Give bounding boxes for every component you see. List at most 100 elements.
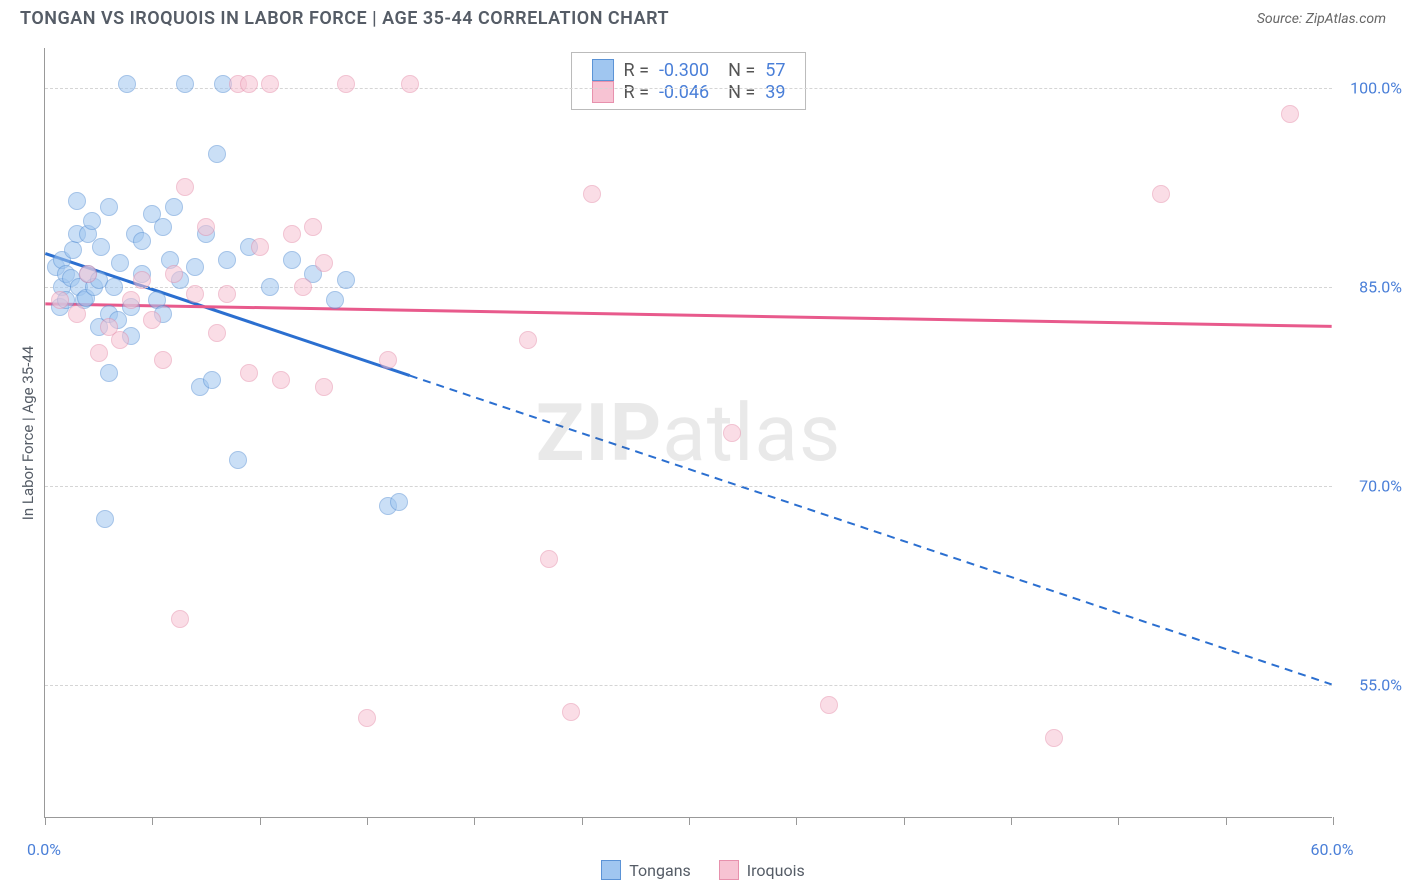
scatter-point xyxy=(519,331,537,349)
scatter-point xyxy=(83,212,101,230)
scatter-point xyxy=(208,145,226,163)
legend-row: R = -0.046 N = 39 xyxy=(592,81,786,103)
x-tick xyxy=(1226,817,1227,825)
scatter-point xyxy=(171,610,189,628)
scatter-point xyxy=(283,251,301,269)
scatter-point xyxy=(820,696,838,714)
scatter-point xyxy=(218,285,236,303)
scatter-point xyxy=(118,75,136,93)
scatter-point xyxy=(272,371,290,389)
y-tick-label: 55.0% xyxy=(1359,676,1402,695)
scatter-point xyxy=(100,198,118,216)
correlation-legend: R = -0.300 N = 57 R = -0.046 N = 39 xyxy=(571,52,807,110)
scatter-point xyxy=(143,311,161,329)
scatter-point xyxy=(79,265,97,283)
scatter-point xyxy=(51,291,69,309)
legend-r-label: R = xyxy=(624,82,649,103)
legend-n-value: 57 xyxy=(765,60,785,81)
scatter-point xyxy=(401,75,419,93)
legend-r-label: R = xyxy=(624,60,649,81)
scatter-point xyxy=(540,550,558,568)
scatter-point xyxy=(240,75,258,93)
scatter-point xyxy=(358,709,376,727)
x-tick xyxy=(582,817,583,825)
scatter-point xyxy=(90,344,108,362)
legend-swatch xyxy=(592,81,614,103)
series-legend-item: Tongans xyxy=(601,860,691,880)
x-tick xyxy=(904,817,905,825)
scatter-point xyxy=(122,291,140,309)
watermark-text: ZIPatlas xyxy=(536,386,841,480)
series-legend: Tongans Iroquois xyxy=(0,860,1406,880)
scatter-point xyxy=(315,254,333,272)
y-axis-label: In Labor Force | Age 35-44 xyxy=(19,345,37,519)
scatter-point xyxy=(1152,185,1170,203)
scatter-point xyxy=(64,241,82,259)
legend-swatch xyxy=(592,59,614,81)
scatter-point xyxy=(105,278,123,296)
scatter-point xyxy=(92,238,110,256)
scatter-point xyxy=(294,278,312,296)
chart-source: Source: ZipAtlas.com xyxy=(1257,11,1386,27)
chart-title: TONGAN VS IROQUOIS IN LABOR FORCE | AGE … xyxy=(20,8,669,29)
scatter-point xyxy=(326,291,344,309)
scatter-point xyxy=(133,232,151,250)
x-tick xyxy=(45,817,46,825)
y-tick-label: 100.0% xyxy=(1350,78,1402,97)
legend-swatch xyxy=(601,860,621,880)
scatter-point xyxy=(100,364,118,382)
x-tick xyxy=(1333,817,1334,825)
trendlines-svg xyxy=(45,48,1332,817)
scatter-point xyxy=(186,258,204,276)
scatter-point xyxy=(723,424,741,442)
scatter-point xyxy=(154,351,172,369)
scatter-point xyxy=(111,331,129,349)
scatter-point xyxy=(111,254,129,272)
scatter-point xyxy=(176,178,194,196)
scatter-point xyxy=(379,351,397,369)
x-tick xyxy=(689,817,690,825)
series-legend-item: Iroquois xyxy=(719,860,805,880)
scatter-point xyxy=(261,75,279,93)
gridline xyxy=(45,685,1332,686)
scatter-point xyxy=(68,305,86,323)
scatter-point xyxy=(186,285,204,303)
scatter-point xyxy=(208,324,226,342)
scatter-point xyxy=(96,510,114,528)
scatter-point xyxy=(283,225,301,243)
scatter-point xyxy=(251,238,269,256)
scatter-point xyxy=(562,703,580,721)
scatter-point xyxy=(154,218,172,236)
x-tick xyxy=(1118,817,1119,825)
legend-row: R = -0.300 N = 57 xyxy=(592,59,786,81)
y-tick-label: 70.0% xyxy=(1359,477,1402,496)
gridline xyxy=(45,287,1332,288)
legend-n-label: N = xyxy=(719,82,755,103)
legend-swatch xyxy=(719,860,739,880)
scatter-point xyxy=(165,265,183,283)
scatter-point xyxy=(390,493,408,511)
scatter-point xyxy=(261,278,279,296)
legend-n-label: N = xyxy=(719,60,755,81)
scatter-point xyxy=(68,192,86,210)
scatter-point xyxy=(337,271,355,289)
scatter-point xyxy=(1281,105,1299,123)
x-tick xyxy=(1011,817,1012,825)
scatter-point xyxy=(203,371,221,389)
x-tick-label: 60.0% xyxy=(1311,840,1354,859)
legend-n-value: 39 xyxy=(765,82,785,103)
legend-r-value: -0.300 xyxy=(659,60,709,81)
x-tick-label: 0.0% xyxy=(27,840,61,859)
x-tick xyxy=(152,817,153,825)
scatter-point xyxy=(229,451,247,469)
series-legend-label: Iroquois xyxy=(747,861,805,880)
scatter-point xyxy=(165,198,183,216)
y-tick-label: 85.0% xyxy=(1359,277,1402,296)
scatter-point xyxy=(240,364,258,382)
x-tick xyxy=(260,817,261,825)
scatter-point xyxy=(583,185,601,203)
scatter-point xyxy=(337,75,355,93)
gridline xyxy=(45,486,1332,487)
x-tick xyxy=(796,817,797,825)
scatter-point xyxy=(315,378,333,396)
